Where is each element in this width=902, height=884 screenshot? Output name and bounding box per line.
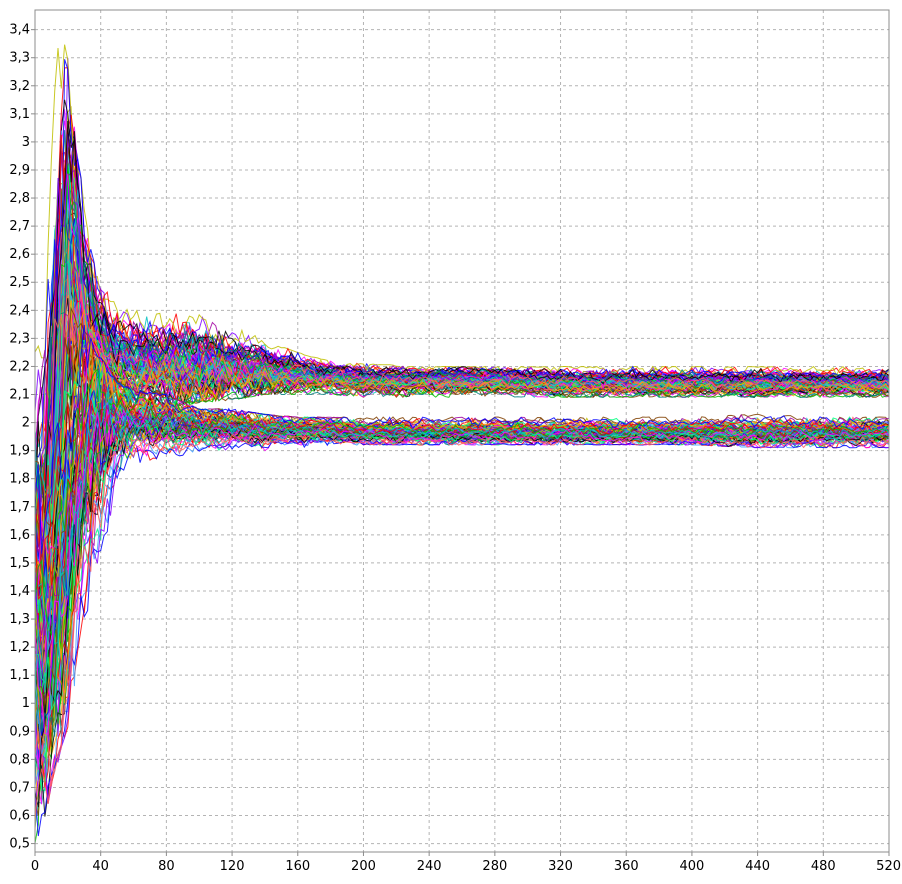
series-line [34, 203, 890, 516]
series-line [34, 300, 890, 833]
y-tick-label: 1,3 [9, 612, 30, 627]
y-tick-label: 1,5 [9, 556, 30, 571]
series-line [34, 430, 890, 808]
y-tick-label: 1 [22, 696, 30, 711]
y-tick-label: 2,9 [9, 163, 30, 178]
y-tick-label: 0,9 [9, 724, 30, 739]
plot-area-frame [34, 9, 890, 853]
y-tick-label: 1,9 [9, 444, 30, 459]
y-tick-label: 0,7 [9, 780, 30, 795]
series-line [34, 431, 890, 820]
x-tick-label: 200 [351, 859, 376, 874]
y-axis: 0,5 0,6 0,7 0,8 0,9 1 1,1 1,2 1,3 1,4 1,5 1,6 1,7 1,8… [9, 23, 35, 852]
x-tick-label: 520 [876, 859, 901, 874]
series-line [34, 398, 890, 737]
y-tick-label: 0,8 [9, 752, 30, 767]
x-tick-label: 120 [220, 859, 245, 874]
x-tick-label: 360 [614, 859, 639, 874]
y-tick-label: 2,4 [9, 303, 30, 318]
x-tick-label: 160 [285, 859, 310, 874]
y-tick-label: 1,6 [9, 528, 30, 543]
x-tick-label: 240 [417, 859, 442, 874]
y-tick-label: 1,8 [9, 472, 30, 487]
y-tick-label: 0,6 [9, 809, 30, 824]
x-tick-label: 480 [811, 859, 836, 874]
series-line [34, 325, 890, 554]
y-tick-label: 2,5 [9, 275, 30, 290]
series-line [34, 134, 890, 681]
y-tick-label: 3,2 [9, 79, 30, 94]
series-line [34, 422, 890, 787]
x-tick-label: 40 [92, 859, 109, 874]
x-tick-label: 280 [482, 859, 507, 874]
series-line [34, 173, 890, 576]
x-tick-label: 400 [680, 859, 705, 874]
x-tick-label: 320 [548, 859, 573, 874]
series-line [34, 405, 890, 755]
series-layer [34, 44, 890, 844]
y-tick-label: 2 [22, 416, 30, 431]
series-line [34, 392, 890, 693]
series-line [34, 120, 890, 514]
y-tick-label: 1,2 [9, 640, 30, 655]
y-tick-label: 2,6 [9, 247, 30, 262]
x-tick-label: 440 [745, 859, 770, 874]
series-line [34, 313, 890, 544]
x-tick-label: 0 [31, 859, 39, 874]
y-tick-label: 0,5 [9, 837, 30, 852]
series-line [34, 408, 890, 735]
y-tick-label: 3 [22, 135, 30, 150]
series-line [34, 334, 890, 593]
y-tick-label: 1,4 [9, 584, 30, 599]
y-tick-label: 2,8 [9, 191, 30, 206]
x-axis: 0 40 80 120 160 200 240 280 320 360 400 440 480 520 [31, 852, 901, 874]
series-line [34, 329, 890, 740]
y-tick-label: 1,7 [9, 500, 30, 515]
series-line [34, 368, 890, 636]
y-tick-label: 2,1 [9, 388, 30, 403]
y-tick-label: 2,3 [9, 331, 30, 346]
x-tick-label: 80 [158, 859, 175, 874]
y-tick-label: 2,2 [9, 359, 30, 374]
y-tick-label: 3,1 [9, 107, 30, 122]
series-line [34, 279, 890, 732]
series-line [34, 274, 890, 677]
y-tick-label: 1,1 [9, 668, 30, 683]
y-tick-label: 2,7 [9, 219, 30, 234]
y-tick-label: 3,3 [9, 51, 30, 66]
y-tick-label: 3,4 [9, 23, 30, 38]
